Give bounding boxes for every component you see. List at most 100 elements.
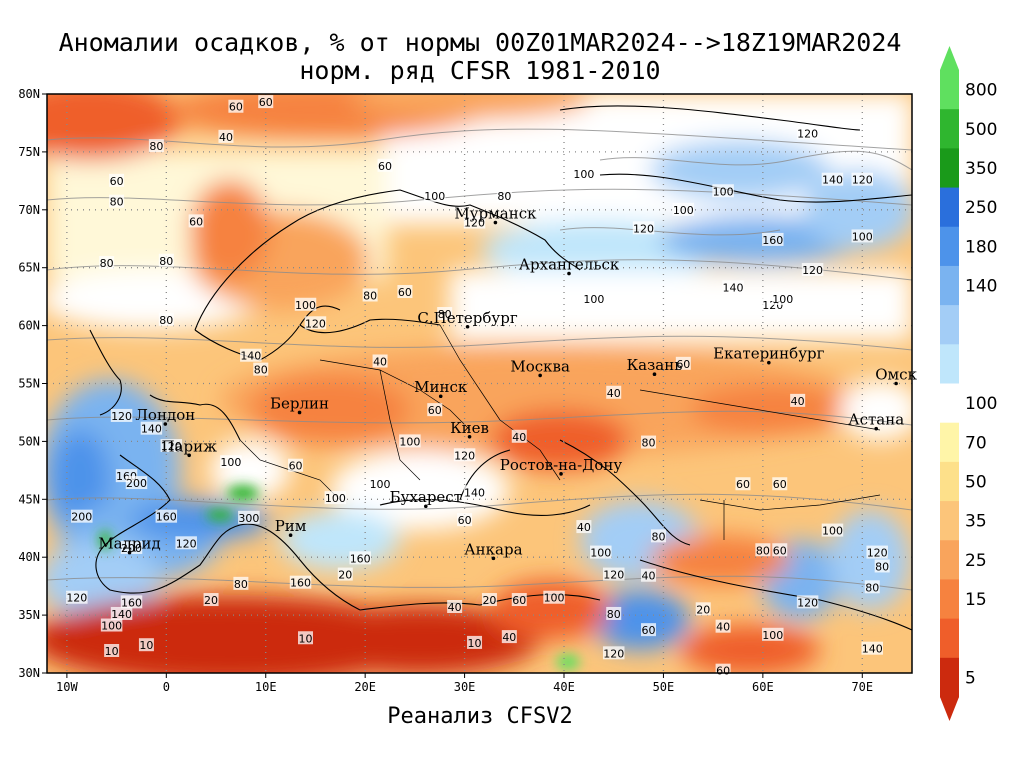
map-subtitle: норм. ряд CFSR 1981-2010	[299, 56, 661, 85]
contour-label: 140	[723, 281, 744, 294]
lat-tick-label: 70N	[18, 203, 40, 217]
city-name: Екатеринбург	[713, 345, 824, 363]
city-dot	[767, 360, 771, 365]
colorbar-segment	[940, 579, 959, 620]
contour-label-bg	[253, 362, 269, 376]
lon-tick-label: 20E	[354, 680, 376, 694]
contour-label: 120	[797, 127, 818, 140]
colorbar-label: 100	[965, 394, 997, 414]
contour-label: 100	[325, 492, 346, 505]
colorbar-label: 50	[965, 472, 987, 492]
lat-tick-label: 30N	[18, 666, 40, 680]
contour-label: 60	[289, 460, 303, 473]
contour-label: 100	[370, 478, 391, 491]
contour-label: 120	[802, 264, 823, 277]
contour-label-bg	[874, 559, 890, 573]
contour-label: 80	[756, 544, 770, 557]
city-name: С.Петербург	[417, 309, 517, 327]
contour-label-bg	[790, 393, 806, 407]
city-dot	[465, 324, 470, 329]
contour-label-bg	[801, 263, 824, 277]
city-dot	[491, 556, 496, 561]
contour-label-bg	[140, 421, 163, 435]
contour-label: 200	[71, 511, 92, 524]
contour-label-bg	[203, 593, 219, 607]
lat-tick-label: 60N	[18, 319, 40, 333]
contour-label-bg	[771, 291, 794, 305]
city-name: Рим	[275, 517, 307, 535]
contour-label: 120	[464, 217, 485, 230]
contour-label: 60	[736, 478, 750, 491]
contour-label-bg	[583, 291, 605, 305]
colorbar-segment	[940, 148, 959, 189]
contour-label-bg	[772, 477, 788, 491]
contour-label: 100	[573, 168, 594, 181]
contour-label: 100	[220, 456, 241, 469]
contour-label: 60	[642, 624, 656, 637]
contour-label-bg	[641, 568, 657, 582]
contour-label-bg	[66, 590, 88, 604]
colorbar-segment	[940, 109, 959, 149]
lat-tick-label: 65N	[18, 261, 40, 275]
colorbar-segment	[940, 657, 959, 698]
contour-label-bg	[220, 455, 242, 469]
contour-label: 140	[141, 423, 162, 436]
colorbar-segment	[940, 226, 959, 267]
city-dot	[652, 372, 657, 377]
contour-label: 200	[126, 477, 147, 490]
colorbar-segment	[940, 265, 959, 306]
contour-label-bg	[675, 356, 691, 370]
contour-label: 100	[772, 293, 793, 306]
contour-label: 140	[240, 350, 261, 363]
contour-label-bg	[397, 285, 413, 299]
contour-label: 120	[852, 174, 873, 187]
contour-label-bg	[632, 221, 655, 235]
contour-label: 40	[642, 570, 656, 583]
contour-label: 80	[438, 308, 452, 321]
contour-label: 40	[373, 355, 387, 368]
contour-label: 160	[350, 552, 371, 565]
contour-label-bg	[349, 551, 371, 565]
contour-label-bg	[294, 297, 317, 311]
contour-label-bg	[457, 513, 473, 527]
colorbar-label: 25	[965, 551, 987, 571]
contour-label-bg	[576, 520, 592, 534]
contour-label-bg	[453, 448, 476, 462]
contour-label-bg	[851, 172, 874, 186]
city-dot	[559, 472, 563, 476]
contour-label: 100	[424, 190, 445, 203]
contour-label-bg	[501, 630, 517, 644]
city-dot	[567, 271, 571, 276]
contour-label-bg	[437, 307, 453, 321]
city-name: Архангельск	[519, 255, 620, 273]
city-dot	[297, 410, 302, 415]
contour-label-bg	[735, 477, 751, 491]
contour-label-bg	[324, 491, 347, 505]
contour-label-bg	[602, 567, 625, 581]
city-name: Мурманск	[454, 205, 537, 223]
contour-label-bg	[377, 158, 393, 172]
lon-tick-label: 30E	[454, 680, 476, 694]
lon-tick-label: 40E	[553, 680, 575, 694]
contour-label: 20	[482, 594, 496, 607]
city-dot	[874, 426, 879, 431]
contour-label-bg	[672, 202, 695, 216]
city-dot	[538, 373, 542, 378]
contour-label-bg	[138, 638, 154, 652]
colorbar-label: 500	[965, 120, 997, 140]
contour-label-bg	[821, 523, 844, 537]
colorbar: 800 500 350 250 180 140 100 70 50 35 25 15 5	[940, 46, 997, 721]
city-name: Астана	[848, 411, 904, 429]
colorbar-segment	[940, 344, 959, 384]
colorbar-max-arrow	[940, 46, 959, 70]
city-name: Москва	[510, 357, 570, 375]
contour-label-bg	[160, 439, 183, 453]
contour-label: 40	[219, 131, 233, 144]
contour-label: 120	[111, 410, 132, 423]
colorbar-min-arrow	[940, 697, 959, 721]
contour-label-bg	[258, 95, 274, 109]
contour-label-bg	[218, 129, 234, 143]
contour-label: 20	[338, 569, 352, 582]
contour-label: 60	[512, 594, 526, 607]
